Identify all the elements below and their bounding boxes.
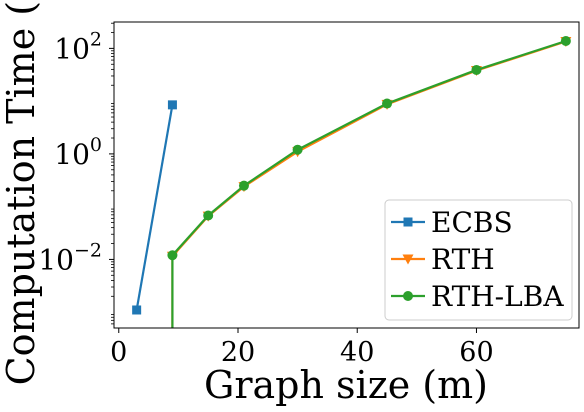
- ticks-layer: 0 20 40 60 102 100 10−2: [38, 22, 494, 368]
- y-tick-label: 100: [54, 134, 102, 171]
- legend-marker: [403, 217, 413, 227]
- data-point-ecbs: [132, 305, 142, 315]
- x-tick-label: 20: [221, 337, 255, 368]
- legend: ECBS RTH RTH-LBA: [384, 199, 573, 321]
- y-axis-title: Computation Time (s): [0, 0, 43, 385]
- legend-marker: [402, 254, 414, 265]
- data-point-rth-lba: [167, 360, 177, 370]
- series-layer: [132, 35, 572, 370]
- legend-entry-ecbs: ECBS: [391, 206, 513, 239]
- legend-label: RTH-LBA: [431, 280, 564, 313]
- y-tick-label: 102: [54, 28, 102, 65]
- legend-marker: [403, 291, 413, 301]
- data-point-rth-lba: [560, 35, 571, 46]
- legend-entry-rth: RTH: [391, 243, 495, 276]
- legend-label: ECBS: [431, 206, 513, 239]
- data-point-rth-lba: [382, 98, 393, 109]
- x-tick-label: 0: [110, 337, 127, 368]
- x-axis-title: Graph size (m): [204, 363, 488, 407]
- x-tick-label: 60: [459, 337, 493, 368]
- data-point-rth: [167, 360, 178, 370]
- legend-box: [384, 199, 573, 321]
- series-rth-lba: [167, 35, 571, 370]
- x-tick-label: 40: [340, 337, 374, 368]
- data-point-rth-lba: [167, 250, 178, 261]
- series-line-rth-lba: [171, 39, 567, 328]
- data-point-rth-lba: [238, 180, 249, 191]
- series-line-ecbs: [135, 104, 174, 311]
- data-point-rth-lba: [292, 144, 303, 155]
- y-tick-label: 10−2: [38, 239, 102, 276]
- data-point-rth-lba: [471, 64, 482, 75]
- legend-label: RTH: [431, 243, 495, 276]
- data-point-rth-lba: [203, 210, 214, 221]
- legend-entry-rth-lba: RTH-LBA: [391, 280, 564, 313]
- series-ecbs: [132, 100, 177, 315]
- data-point-ecbs: [167, 100, 177, 110]
